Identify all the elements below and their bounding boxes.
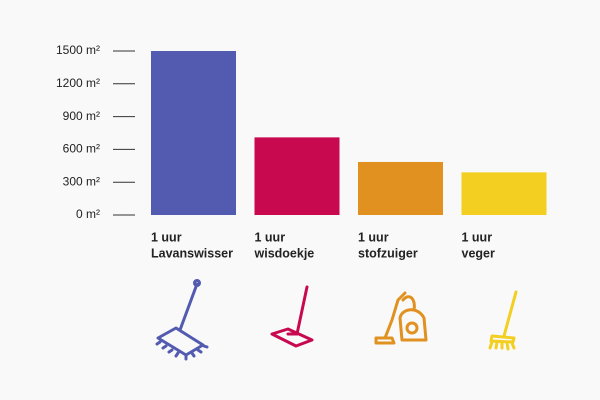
y-tick-label: 1200 m²: [56, 76, 100, 90]
x-tick-label: wisdoekje: [254, 246, 315, 260]
x-tick-label: Lavanswisser: [151, 246, 233, 260]
mop-icon: [155, 279, 209, 361]
y-tick-label: 600 m²: [63, 142, 100, 156]
vacuum-icon: [374, 291, 428, 345]
x-tick-label: 1 uur: [151, 230, 182, 244]
bar: [358, 161, 443, 215]
x-tick-label: veger: [462, 246, 495, 260]
y-tick-label: 1500 m²: [56, 43, 100, 57]
x-tick-label: 1 uur: [462, 230, 493, 244]
y-tick-label: 0 m²: [76, 207, 100, 221]
bar: [461, 172, 547, 215]
x-tick-label: 1 uur: [255, 230, 286, 244]
broom-icon: [488, 290, 518, 351]
y-tick-label: 300 m²: [63, 174, 100, 188]
y-tick-label: 900 m²: [63, 109, 100, 123]
bar: [151, 51, 236, 215]
bar: [254, 137, 340, 215]
x-tick-label: 1 uur: [358, 230, 389, 244]
x-tick-label: stofzuiger: [358, 246, 418, 260]
flat-mop-icon: [270, 285, 314, 348]
